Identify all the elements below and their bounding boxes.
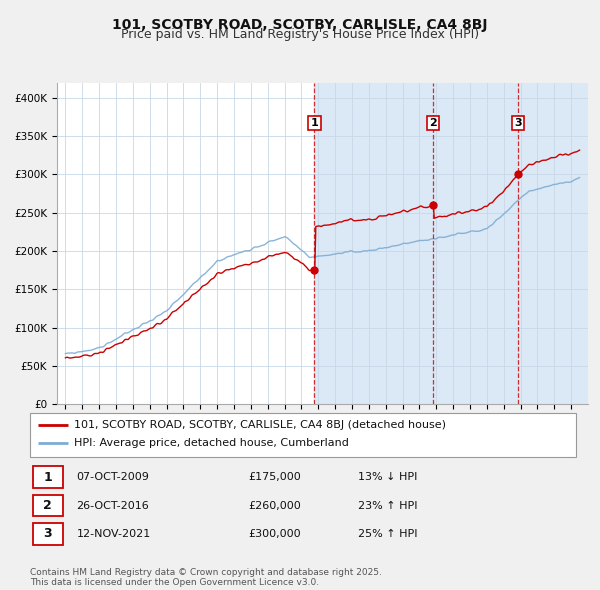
Text: 26-OCT-2016: 26-OCT-2016 [76, 501, 149, 510]
Text: £175,000: £175,000 [248, 473, 301, 482]
Text: 25% ↑ HPI: 25% ↑ HPI [358, 529, 417, 539]
Text: 13% ↓ HPI: 13% ↓ HPI [358, 473, 417, 482]
FancyBboxPatch shape [30, 413, 576, 457]
Text: 23% ↑ HPI: 23% ↑ HPI [358, 501, 417, 510]
Text: 3: 3 [515, 118, 522, 128]
FancyBboxPatch shape [33, 467, 63, 488]
FancyBboxPatch shape [33, 523, 63, 545]
Text: Contains HM Land Registry data © Crown copyright and database right 2025.
This d: Contains HM Land Registry data © Crown c… [30, 568, 382, 587]
Text: £260,000: £260,000 [248, 501, 301, 510]
Text: 3: 3 [43, 527, 52, 540]
Text: 2: 2 [43, 499, 52, 512]
Text: 07-OCT-2009: 07-OCT-2009 [76, 473, 149, 482]
Text: £300,000: £300,000 [248, 529, 301, 539]
Text: 1: 1 [43, 471, 52, 484]
Text: 1: 1 [311, 118, 318, 128]
Text: 12-NOV-2021: 12-NOV-2021 [76, 529, 151, 539]
Text: 101, SCOTBY ROAD, SCOTBY, CARLISLE, CA4 8BJ (detached house): 101, SCOTBY ROAD, SCOTBY, CARLISLE, CA4 … [74, 421, 446, 430]
FancyBboxPatch shape [33, 495, 63, 516]
Text: HPI: Average price, detached house, Cumberland: HPI: Average price, detached house, Cumb… [74, 438, 349, 448]
Bar [314, 83, 588, 404]
Text: Price paid vs. HM Land Registry's House Price Index (HPI): Price paid vs. HM Land Registry's House … [121, 28, 479, 41]
Text: 101, SCOTBY ROAD, SCOTBY, CARLISLE, CA4 8BJ: 101, SCOTBY ROAD, SCOTBY, CARLISLE, CA4 … [112, 18, 488, 32]
Text: 2: 2 [430, 118, 437, 128]
